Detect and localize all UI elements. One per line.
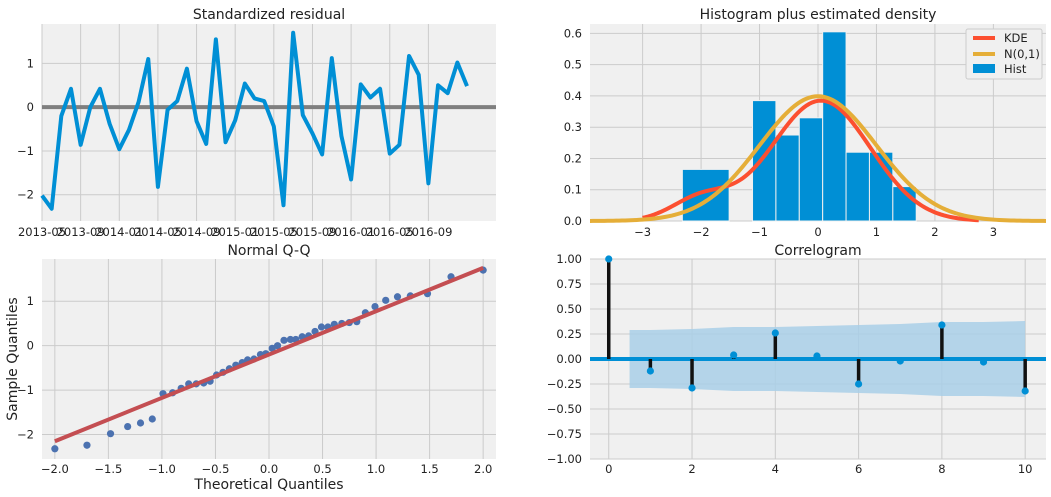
qq-point [107, 430, 114, 437]
qq-x-tick-label: 0.5 [313, 462, 331, 476]
qq-point [394, 293, 401, 300]
residual-y-tick-label: 0 [27, 100, 34, 114]
qq-point [137, 419, 144, 426]
correlogram-y-tick-label: 0.25 [556, 327, 582, 341]
histogram-x-tick-label: −1 [751, 225, 768, 239]
qq-x-tick-label: 1.5 [420, 462, 438, 476]
histogram-panel: −3 −2 −1 0 1 2 3 0.0 0.1 0.2 0.3 0.4 0.5 0.6 Histogra… [564, 7, 1046, 239]
correlogram-marker [1022, 387, 1029, 394]
qq-x-tick-label: −0.5 [201, 462, 229, 476]
qq-y-tick-label: −2 [17, 428, 34, 442]
histogram-bar [846, 152, 869, 221]
qq-point [51, 445, 58, 452]
histogram-bar [776, 135, 799, 221]
qq-x-tick-label: −1.0 [148, 462, 176, 476]
legend-hist-swatch [973, 64, 995, 73]
histogram-x-tick-label: 2 [931, 225, 938, 239]
qq-title: Normal Q-Q [227, 243, 310, 259]
residual-title: Standardized residual [193, 7, 345, 23]
histogram-y-tick-label: 0.2 [564, 151, 582, 165]
qq-point [149, 415, 156, 422]
correlogram-x-tick-label: 2 [688, 462, 695, 476]
correlogram-marker [813, 352, 820, 359]
correlogram-y-tick-label: −0.25 [547, 377, 582, 391]
qq-point [124, 423, 131, 430]
histogram-legend: KDE N(0,1) Hist [966, 29, 1042, 79]
correlogram-y-tick-label: 0.50 [556, 302, 582, 316]
histogram-bar [753, 101, 776, 221]
correlogram-marker [897, 357, 904, 364]
legend-kde-label: KDE [1004, 31, 1028, 45]
histogram-x-tick-label: 3 [990, 225, 997, 239]
histogram-title: Histogram plus estimated density [700, 7, 937, 23]
correlogram-marker [980, 358, 987, 365]
legend-normal-label: N(0,1) [1004, 47, 1040, 61]
qq-point [280, 337, 287, 344]
residual-y-tick-label: −1 [17, 144, 34, 158]
correlogram-x-tick-label: 6 [855, 462, 862, 476]
residual-x-tick-label: 2016-09 [404, 225, 452, 239]
histogram-y-tick-label: 0.1 [564, 183, 582, 197]
correlogram-y-tick-label: 1.00 [556, 252, 582, 266]
residual-panel: 2013-052013-092014-012014-052014-092015-… [17, 7, 496, 239]
correlogram-y-tick-label: 0.75 [556, 277, 582, 291]
qq-x-tick-label: 2.0 [474, 462, 492, 476]
correlogram-x-tick-label: 8 [938, 462, 945, 476]
correlogram-marker [730, 351, 737, 358]
correlogram-y-tick-label: −1.00 [547, 452, 582, 466]
correlogram-y-tick-label: −0.50 [547, 402, 582, 416]
qq-x-tick-label: 0.0 [260, 462, 278, 476]
histogram-bar [823, 32, 846, 221]
qq-point [318, 323, 325, 330]
qq-x-tick-label: −1.5 [94, 462, 122, 476]
qq-point [83, 442, 90, 449]
qq-point [382, 297, 389, 304]
correlogram-x-tick-label: 0 [605, 462, 612, 476]
histogram-y-tick-label: 0.6 [564, 26, 582, 40]
correlogram-panel: 0 2 4 6 8 10 −1.00 −0.75 −0.50 −0.25 0.00 0.25 0.50 0… [547, 243, 1046, 476]
correlogram-marker [647, 367, 654, 374]
histogram-y-tick-label: 0.0 [564, 214, 582, 228]
histogram-y-tick-label: 0.5 [564, 58, 582, 72]
correlogram-x-tick-label: 10 [1018, 462, 1033, 476]
qq-panel: −2.0 −1.5 −1.0 −0.5 0.0 0.5 1.0 1.5 2.0 −2 −1 0 1 No… [5, 243, 496, 493]
qq-x-tick-label: 1.0 [367, 462, 385, 476]
histogram-x-tick-label: −2 [693, 225, 710, 239]
residual-y-tick-label: −2 [17, 188, 34, 202]
qq-x-tick-label: −2.0 [41, 462, 69, 476]
histogram-x-tick-label: 0 [814, 225, 821, 239]
histogram-y-tick-label: 0.3 [564, 120, 582, 134]
histogram-x-tick-label: −3 [634, 225, 651, 239]
residual-y-tick-label: 1 [27, 56, 34, 70]
correlogram-marker [938, 321, 945, 328]
histogram-bar [799, 118, 822, 221]
histogram-x-tick-label: 1 [873, 225, 880, 239]
correlogram-title: Correlogram [774, 243, 861, 259]
qq-y-tick-label: 0 [27, 339, 34, 353]
correlogram-marker [688, 384, 695, 391]
correlogram-marker [772, 329, 779, 336]
correlogram-x-tick-label: 4 [772, 462, 779, 476]
correlogram-y-tick-label: 0.00 [556, 352, 582, 366]
qq-y-axis-label: Sample Quantiles [5, 297, 21, 420]
histogram-y-tick-label: 0.4 [564, 89, 582, 103]
correlogram-marker [605, 255, 612, 262]
legend-hist-label: Hist [1004, 62, 1027, 76]
qq-y-tick-label: 1 [27, 294, 34, 308]
correlogram-y-tick-label: −0.75 [547, 427, 582, 441]
correlogram-marker [855, 380, 862, 387]
qq-x-axis-label: Theoretical Quantiles [193, 477, 343, 493]
